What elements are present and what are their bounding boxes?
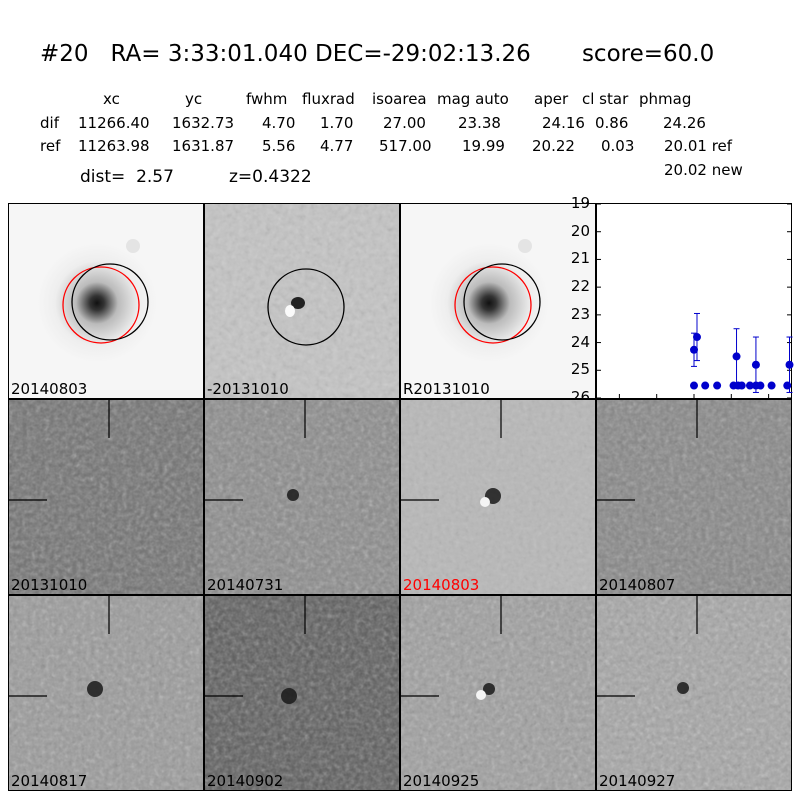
row-dif-aper: 24.16 xyxy=(542,114,585,132)
row-ref-phmag: 20.01 ref xyxy=(664,137,733,155)
row-dif-magauto: 23.38 xyxy=(458,114,501,132)
stamp-ref-image xyxy=(401,204,595,398)
stamp-label: R20131010 xyxy=(403,380,490,398)
col-header-phmag: phmag xyxy=(639,90,692,108)
det-ring-black xyxy=(463,263,541,341)
row-ref-aper: 20.22 xyxy=(532,137,575,155)
y-tick-label: 25 xyxy=(570,360,590,379)
stamp-epoch-image xyxy=(401,400,595,594)
data-point xyxy=(783,381,792,390)
stamp-diff: -20131010 xyxy=(204,203,400,399)
stamp-label: 20140817 xyxy=(11,772,88,790)
stamp-epoch-image xyxy=(9,400,203,594)
row-dif-yc: 1632.73 xyxy=(172,114,235,132)
dist-value: dist= 2.57 xyxy=(80,167,174,187)
data-point xyxy=(690,381,698,390)
row-ref-fwhm: 5.56 xyxy=(262,137,296,155)
data-point xyxy=(767,381,776,390)
data-point xyxy=(785,360,794,369)
stamp-label: 20140803 xyxy=(403,576,480,594)
stamp-epoch: 20140731 xyxy=(204,399,400,595)
stamp-epoch: 20140902 xyxy=(204,595,400,791)
col-header-fluxrad: fluxrad xyxy=(302,90,355,108)
data-point xyxy=(713,381,722,390)
det-ring-black xyxy=(71,263,149,341)
stamp-new-image xyxy=(9,204,203,398)
row-ref-clstar: 0.03 xyxy=(601,137,635,155)
data-point xyxy=(732,352,741,361)
col-header-xc: xc xyxy=(103,90,120,108)
row-ref-label: ref xyxy=(40,137,61,155)
data-point xyxy=(737,381,746,390)
det-ring-black xyxy=(267,268,345,346)
stamp-epoch-image xyxy=(205,596,399,790)
data-point xyxy=(751,360,760,369)
stamp-epoch-image xyxy=(205,400,399,594)
ref-ring-red xyxy=(62,266,140,344)
y-tick-label: 24 xyxy=(570,332,590,351)
row-dif-fwhm: 4.70 xyxy=(262,114,296,132)
redshift-value: z=0.4322 xyxy=(229,167,312,187)
stamp-ref: R20131010 xyxy=(400,203,596,399)
col-header-clstar: cl star xyxy=(582,90,629,108)
page-title: #20 RA= 3:33:01.040 DEC=-29:02:13.26 sco… xyxy=(40,41,715,67)
lightcurve-svg xyxy=(597,203,794,399)
stamp-label: 20140803 xyxy=(11,380,88,398)
stamp-label: 20140731 xyxy=(207,576,284,594)
col-header-aper: aper xyxy=(534,90,569,108)
stamp-epoch: 20131010 xyxy=(8,399,204,595)
data-point xyxy=(690,345,698,354)
lightcurve-plot xyxy=(596,203,794,399)
stamp-label: 20140925 xyxy=(403,772,480,790)
col-header-fwhm: fwhm xyxy=(246,90,288,108)
y-tick-label: 21 xyxy=(570,249,590,268)
row-ref-magauto: 19.99 xyxy=(462,137,505,155)
ref-ring-red xyxy=(454,266,532,344)
row-dif-label: dif xyxy=(40,114,59,132)
stamp-epoch-image xyxy=(597,400,791,594)
stamp-new: 20140803 xyxy=(8,203,204,399)
data-point xyxy=(745,381,754,390)
y-tick-label: 22 xyxy=(570,277,590,296)
stamp-epoch-image xyxy=(401,596,595,790)
stamp-diff-image xyxy=(205,204,399,398)
row-ref-yc: 1631.87 xyxy=(172,137,235,155)
stamp-epoch: 20140927 xyxy=(596,595,792,791)
row-ref-fluxrad: 4.77 xyxy=(320,137,354,155)
row-dif-fluxrad: 1.70 xyxy=(320,114,354,132)
stamp-label: 20140927 xyxy=(599,772,676,790)
col-header-yc: yc xyxy=(185,90,203,108)
stamp-epoch-image xyxy=(9,596,203,790)
stamp-epoch: 20140925 xyxy=(400,595,596,791)
stamp-epoch: 20140807 xyxy=(596,399,792,595)
row-ref-xc: 11263.98 xyxy=(78,137,150,155)
row-ref-isoarea: 517.00 xyxy=(379,137,432,155)
stamp-label: 20140902 xyxy=(207,772,284,790)
data-point xyxy=(692,333,701,342)
y-tick-label: 19 xyxy=(570,194,590,212)
stamp-epoch-image xyxy=(597,596,791,790)
row-dif-isoarea: 27.00 xyxy=(383,114,426,132)
new-mag: 20.02 new xyxy=(664,161,743,179)
col-header-magauto: mag auto xyxy=(437,90,509,108)
stamp-label: 20131010 xyxy=(11,576,88,594)
row-dif-clstar: 0.86 xyxy=(595,114,629,132)
col-header-isoarea: isoarea xyxy=(372,90,427,108)
row-dif-phmag: 24.26 xyxy=(663,114,706,132)
stamp-epoch: 20140817 xyxy=(8,595,204,791)
y-tick-label: 23 xyxy=(570,304,590,323)
y-tick-label: 20 xyxy=(570,221,590,240)
stamp-label: -20131010 xyxy=(207,380,289,398)
row-dif-xc: 11266.40 xyxy=(78,114,150,132)
data-point xyxy=(756,381,765,390)
stamp-label: 20140807 xyxy=(599,576,676,594)
data-point xyxy=(701,381,710,390)
stamp-epoch: 20140803 xyxy=(400,399,596,595)
